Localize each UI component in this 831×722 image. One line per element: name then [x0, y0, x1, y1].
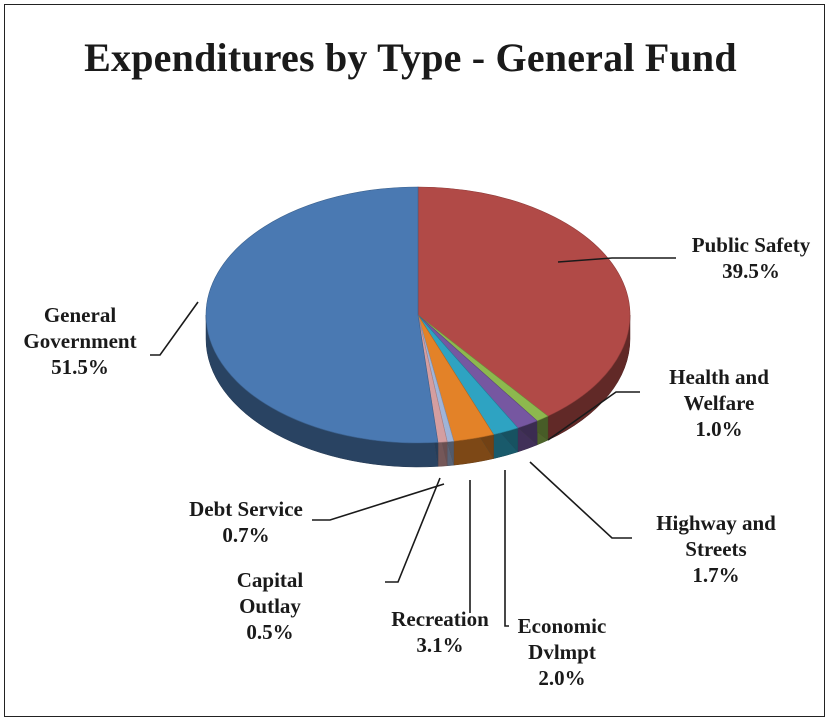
pie-slices	[205, 186, 631, 444]
data-label-recreation-line-0: Recreation	[391, 607, 489, 631]
leader-line-economic-dvlmpt	[504, 470, 509, 627]
data-label-health-and-welfare-line-1: Welfare	[684, 391, 755, 415]
data-label-general-government-value: 51.5%	[51, 355, 109, 379]
data-label-highway-and-streets-line-1: Streets	[685, 537, 746, 561]
pie-slice-general-government[interactable]	[205, 186, 439, 444]
data-label-general-government-line-0: General	[44, 303, 116, 327]
data-label-capital-outlay-line-1: Outlay	[239, 594, 301, 618]
data-label-health-and-welfare-line-0: Health and	[669, 365, 769, 389]
data-label-highway-and-streets-value: 1.7%	[692, 563, 739, 587]
data-label-economic-dvlmpt-line-1: Dvlmpt	[528, 640, 596, 664]
data-label-capital-outlay-value: 0.5%	[246, 620, 293, 644]
data-label-debt-service-line-0: Debt Service	[189, 497, 303, 521]
leader-line-highway-and-streets	[529, 461, 632, 539]
leader-line-debt-service	[312, 483, 445, 521]
data-label-capital-outlay-line-0: Capital	[237, 568, 304, 592]
data-label-economic-dvlmpt-line-0: Economic	[518, 614, 607, 638]
data-label-public-safety-line-0: Public Safety	[692, 233, 811, 257]
data-label-highway-and-streets-line-0: Highway and	[656, 511, 776, 535]
leader-line-public-safety	[557, 257, 676, 263]
leader-line-health-and-welfare	[547, 391, 640, 441]
data-label-general-government-line-1: Government	[23, 329, 136, 353]
leader-line-capital-outlay	[385, 477, 441, 583]
data-label-debt-service-value: 0.7%	[222, 523, 269, 547]
leader-line-general-government	[150, 301, 199, 356]
pie-slice-public-safety[interactable]	[417, 186, 631, 417]
data-label-economic-dvlmpt-value: 2.0%	[538, 666, 585, 690]
data-label-health-and-welfare-value: 1.0%	[695, 417, 742, 441]
chart-title: Expenditures by Type - General Fund	[84, 35, 737, 80]
data-label-recreation-value: 3.1%	[416, 633, 463, 657]
data-label-public-safety-value: 39.5%	[722, 259, 780, 283]
